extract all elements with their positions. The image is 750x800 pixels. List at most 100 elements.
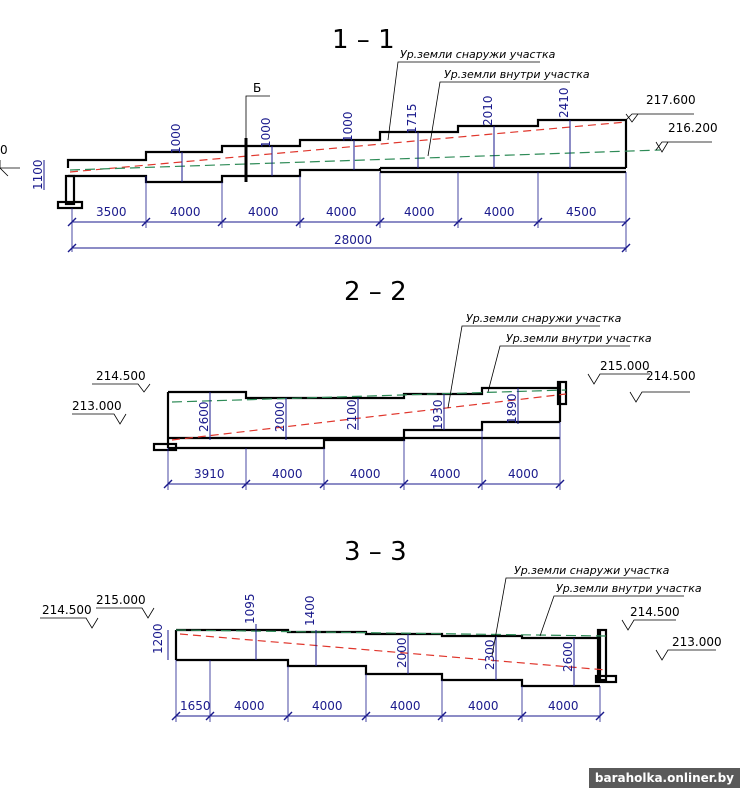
level-arrow <box>0 160 9 177</box>
height-dims: 1200 1095 1400 2000 2300 2600 <box>151 593 575 686</box>
footing <box>556 380 568 406</box>
level-label: 214.500 <box>96 369 146 383</box>
span-label: 4000 <box>170 205 201 219</box>
wall-top-outline <box>66 118 628 168</box>
height-label: 1200 <box>151 623 165 654</box>
span-label: 4000 <box>312 699 343 713</box>
level-line <box>587 373 650 385</box>
span-ticks <box>67 172 631 252</box>
wall-top-outline <box>168 386 560 400</box>
inside-ground-line <box>175 629 607 637</box>
height-label: 2600 <box>561 641 575 672</box>
height-label: 1400 <box>303 595 317 626</box>
outside-ground-line <box>171 393 567 441</box>
level-label: 215.000 <box>600 359 650 373</box>
span-label: 4000 <box>326 205 357 219</box>
section-title: 3 – 3 <box>344 537 407 567</box>
section-title: 2 – 2 <box>344 277 407 307</box>
inside-ground-line <box>69 149 661 171</box>
outside-label-leader <box>491 577 650 657</box>
marker-label: Б <box>253 81 261 95</box>
height-dims: 2600 2000 2100 1930 1890 <box>197 388 519 440</box>
height-label: 1100 <box>31 159 45 190</box>
watermark: baraholka.onliner.by <box>588 768 740 788</box>
level-line <box>96 607 155 619</box>
section-1-1: 1 – 1 0 Б 1100 1000 1000 1000 <box>0 25 718 253</box>
span-label: 4000 <box>248 205 279 219</box>
level-label: 215.000 <box>96 593 146 607</box>
level-label: 214.500 <box>630 605 680 619</box>
height-label: 1890 <box>505 393 519 424</box>
level-label: 216.200 <box>668 121 718 135</box>
level-line <box>655 649 716 661</box>
outside-ground-label: Ур.земли снаружи участка <box>514 564 670 577</box>
marker-leader <box>245 95 270 138</box>
level-line <box>72 413 127 425</box>
level-arrow <box>655 141 669 153</box>
footing <box>596 628 608 682</box>
outside-ground-label: Ур.земли снаружи участка <box>466 312 622 325</box>
span-label: 4000 <box>484 205 515 219</box>
section-3-3: 3 – 3 1200 1095 1400 2000 2300 2600 Ур.з… <box>40 537 722 722</box>
span-label: 4000 <box>390 699 421 713</box>
height-label: 2010 <box>481 95 495 126</box>
height-label: 2410 <box>557 87 571 118</box>
inside-ground-label: Ур.земли внутри участка <box>444 68 590 81</box>
outside-ground-line <box>69 121 627 173</box>
outside-ground-line <box>179 633 607 671</box>
level-arrow <box>625 113 639 123</box>
height-label: 1095 <box>243 593 257 624</box>
height-label: 1930 <box>431 399 445 430</box>
wall-bottom-outline <box>68 168 382 184</box>
inside-label-leader <box>427 81 570 157</box>
span-label: 4000 <box>468 699 499 713</box>
span-label: 3910 <box>194 467 225 481</box>
height-label: 1000 <box>259 117 273 148</box>
span-label: 1650 <box>180 699 211 713</box>
inside-label-leader <box>487 345 630 393</box>
span-label: 4000 <box>234 699 265 713</box>
footing <box>594 674 618 684</box>
inside-label-leader <box>539 595 684 637</box>
level-line <box>40 617 99 629</box>
wall-bottom-outline <box>168 420 560 450</box>
span-label: 3500 <box>96 205 127 219</box>
outside-label-leader <box>387 61 540 141</box>
level-label: 214.500 <box>646 369 696 383</box>
height-label: 2000 <box>395 637 409 668</box>
footing <box>64 174 76 206</box>
height-label: 1000 <box>341 111 355 142</box>
height-label: 2600 <box>197 401 211 432</box>
inside-ground-label: Ур.земли внутри участка <box>506 332 652 345</box>
outside-label-leader <box>447 325 600 409</box>
height-label: 1715 <box>405 103 419 134</box>
section-title: 1 – 1 <box>332 25 395 55</box>
footing <box>56 200 84 210</box>
span-label: 4000 <box>272 467 303 481</box>
height-dims: 1100 1000 1000 1000 1715 2010 2410 <box>31 87 571 190</box>
level-label: 214.500 <box>42 603 92 617</box>
inside-ground-line <box>171 389 567 403</box>
outside-ground-label: Ур.земли снаружи участка <box>400 48 556 61</box>
span-ticks <box>163 422 565 490</box>
span-label: 4000 <box>350 467 381 481</box>
level-label: 213.000 <box>72 399 122 413</box>
height-label: 2300 <box>483 639 497 670</box>
level-label: 0 <box>0 143 8 157</box>
wall-bottom-outline <box>176 658 600 688</box>
level-line <box>629 391 690 403</box>
span-label: 4000 <box>548 699 579 713</box>
footing <box>152 442 178 452</box>
level-line <box>625 113 694 121</box>
level-line <box>92 383 151 393</box>
span-ticks <box>171 660 605 722</box>
inside-ground-label: Ур.земли внутри участка <box>556 582 702 595</box>
height-label: 1000 <box>169 123 183 154</box>
level-line <box>621 619 676 631</box>
span-label: 4000 <box>508 467 539 481</box>
section-2-2: 2 – 2 2600 2000 2100 1930 1890 Ур.земли … <box>72 277 696 490</box>
height-label: 2000 <box>273 401 287 432</box>
level-label: 217.600 <box>646 93 696 107</box>
total-label: 28000 <box>334 233 372 247</box>
